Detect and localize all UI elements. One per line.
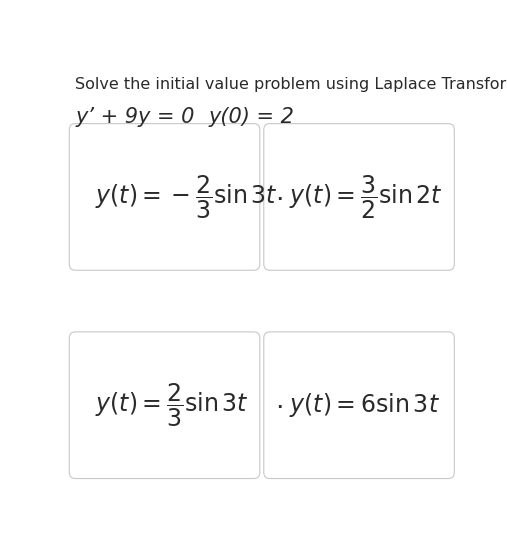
Text: $y(t) = \dfrac{3}{2}\sin 2t$: $y(t) = \dfrac{3}{2}\sin 2t$ (289, 173, 443, 221)
Text: y(0) = 2: y(0) = 2 (209, 107, 295, 126)
FancyBboxPatch shape (264, 124, 454, 270)
Text: .: . (276, 388, 284, 414)
Text: .: . (276, 180, 284, 206)
FancyBboxPatch shape (69, 124, 260, 270)
FancyBboxPatch shape (69, 332, 260, 479)
Text: y’ + 9y = 0: y’ + 9y = 0 (75, 107, 195, 126)
Text: Solve the initial value problem using Laplace Transform Method: Solve the initial value problem using La… (75, 77, 507, 92)
Text: $y(t) = -\dfrac{2}{3}\sin 3t$: $y(t) = -\dfrac{2}{3}\sin 3t$ (95, 173, 278, 221)
Text: $y(t) = 6 \sin 3t$: $y(t) = 6 \sin 3t$ (289, 391, 440, 419)
FancyBboxPatch shape (264, 332, 454, 479)
Text: $y(t) = \dfrac{2}{3}\sin 3t$: $y(t) = \dfrac{2}{3}\sin 3t$ (95, 381, 249, 429)
